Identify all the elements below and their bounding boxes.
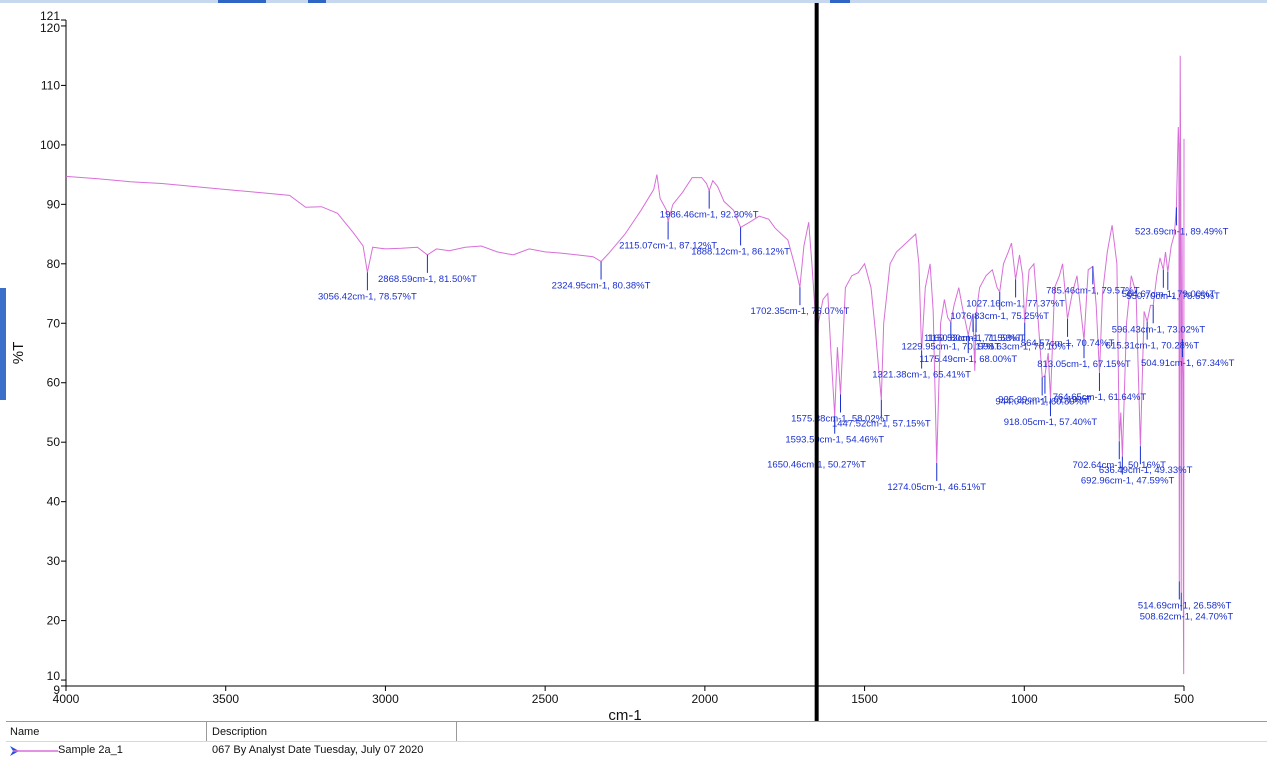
peak-label: 1447.52cm-1, 57.15%T [832, 419, 931, 430]
y-tick-label: 120 [40, 21, 60, 35]
peak-label: 596.43cm-1, 73.02%T [1112, 324, 1206, 335]
peak-label: 1321.38cm-1, 65.41%T [872, 370, 971, 381]
y-tick-label: 121 [40, 9, 60, 23]
y-tick-label: 90 [47, 197, 61, 211]
y-tick-label: 70 [47, 316, 61, 330]
peak-label: 508.62cm-1, 24.70%T [1140, 612, 1234, 623]
peak-label: 1027.16cm-1, 77.37%T [966, 298, 1065, 309]
peak-label: 514.69cm-1, 26.58%T [1138, 600, 1232, 611]
peak-label: 2868.59cm-1, 81.50%T [378, 274, 477, 285]
x-tick-label: 1000 [1011, 692, 1038, 706]
peak-label: 615.31cm-1, 70.28%T [1106, 341, 1200, 352]
peak-label: 1229.95cm-1, 70.17%T [901, 341, 1000, 352]
top-tab-indicator[interactable] [830, 0, 850, 3]
peak-label: 636.49cm-1, 49.33%T [1099, 465, 1193, 476]
peak-label: 1593.50cm-1, 54.46%T [785, 435, 884, 446]
y-tick-label: 110 [41, 78, 60, 92]
peak-label: 564.67cm-1, 79.00%T [1122, 289, 1216, 300]
peak-label: 764.65cm-1, 61.64%T [1053, 392, 1147, 403]
y-tick-label: 40 [47, 495, 61, 509]
y-tick-label: 80 [47, 257, 61, 271]
legend-table: Name Description Sample 2a_1 067 By Anal… [6, 721, 1267, 759]
peak-annotations: 3056.42cm-1, 78.57%T 2868.59cm-1, 81.50%T… [318, 190, 1235, 623]
column-divider[interactable] [456, 722, 457, 741]
peak-label: 1160.53cm-1, 71.59%T [924, 333, 1022, 344]
peak-label: 1274.05cm-1, 46.51%T [887, 482, 986, 493]
x-tick-label: 2500 [532, 692, 559, 706]
peak-label: 1888.12cm-1, 86.12%T [691, 246, 790, 257]
peak-label: 1150.80cm-1, 71.53%T [927, 333, 1025, 344]
x-tick-label: 2000 [692, 692, 719, 706]
legend-row-description: 067 By Analyst Date Tuesday, July 07 202… [212, 744, 424, 756]
x-tick-label: 1500 [851, 692, 878, 706]
top-tab-indicator[interactable] [308, 0, 326, 3]
peak-label: 523.69cm-1, 89.49%T [1135, 226, 1229, 237]
peak-label: 702.64cm-1, 50.16%T [1073, 460, 1167, 471]
window-top-bar [0, 0, 1267, 3]
top-tab-indicator[interactable] [218, 0, 266, 3]
peak-label: 813.05cm-1, 67.15%T [1037, 359, 1131, 370]
y-tick-label: 9 [53, 683, 60, 697]
peak-label: 1575.38cm-1, 58.02%T [791, 414, 890, 425]
x-axis-label: cm-1 [608, 707, 641, 721]
y-tick-label: 30 [47, 554, 61, 568]
y-tick-label: 50 [47, 435, 61, 449]
series-line [65, 55, 1185, 675]
peak-label: 864.57cm-1, 70.74%T [1021, 338, 1115, 349]
spectrum-chart[interactable]: 4000 3500 3000 2500 2000 1500 1000 500 910 20 30 4… [0, 0, 1267, 721]
peak-label: 2115.07cm-1, 87.12%T [619, 240, 717, 251]
y-tick-label: 20 [47, 614, 61, 628]
legend-row-name: Sample 2a_1 [58, 744, 123, 756]
legend-header-description[interactable]: Description [212, 726, 268, 738]
x-tick-label: 500 [1174, 692, 1194, 706]
peak-label: 935.39cm-1, 61.19%T [998, 395, 1092, 406]
y-tick-label: 60 [47, 376, 61, 390]
legend-header-name[interactable]: Name [10, 726, 40, 738]
peak-label: 1986.46cm-1, 92.30%T [660, 210, 759, 221]
series-swatch-icon [10, 746, 58, 756]
peak-label: 918.05cm-1, 57.40%T [1004, 417, 1098, 428]
peak-label: 692.96cm-1, 47.59%T [1081, 476, 1175, 487]
peak-label: 550.70cm-1, 78.65%T [1126, 291, 1220, 302]
axes [65, 20, 1184, 687]
column-divider[interactable] [206, 722, 207, 741]
side-panel-handle[interactable] [0, 288, 6, 400]
peak-label: 998.63cm-1, 70.10%T [978, 342, 1072, 353]
peak-label: 785.46cm-1, 79.57%T [1046, 285, 1140, 296]
peak-label: 1076.83cm-1, 75.25%T [950, 311, 1049, 322]
x-tick-label: 4000 [53, 692, 80, 706]
peak-label: 504.91cm-1, 67.34%T [1141, 358, 1235, 369]
peak-label: 3056.42cm-1, 78.57%T [318, 291, 417, 302]
peak-label: 1175.49cm-1, 68.00%T [919, 354, 1017, 365]
peak-label: 2324.95cm-1, 80.38%T [552, 281, 651, 292]
peak-label: 1702.35cm-1, 76.07%T [751, 306, 850, 317]
x-tick-label: 3000 [372, 692, 399, 706]
y-tick-label: 10 [47, 669, 61, 683]
x-tick-label: 3500 [212, 692, 239, 706]
x-ticks: 4000 3500 3000 2500 2000 1500 1000 500 [53, 686, 1194, 706]
y-axis-label: %T [10, 342, 27, 365]
peak-label: 944.04cm-1, 60.89%T [995, 396, 1089, 407]
row-divider [6, 741, 1267, 742]
y-tick-label: 100 [40, 138, 60, 152]
